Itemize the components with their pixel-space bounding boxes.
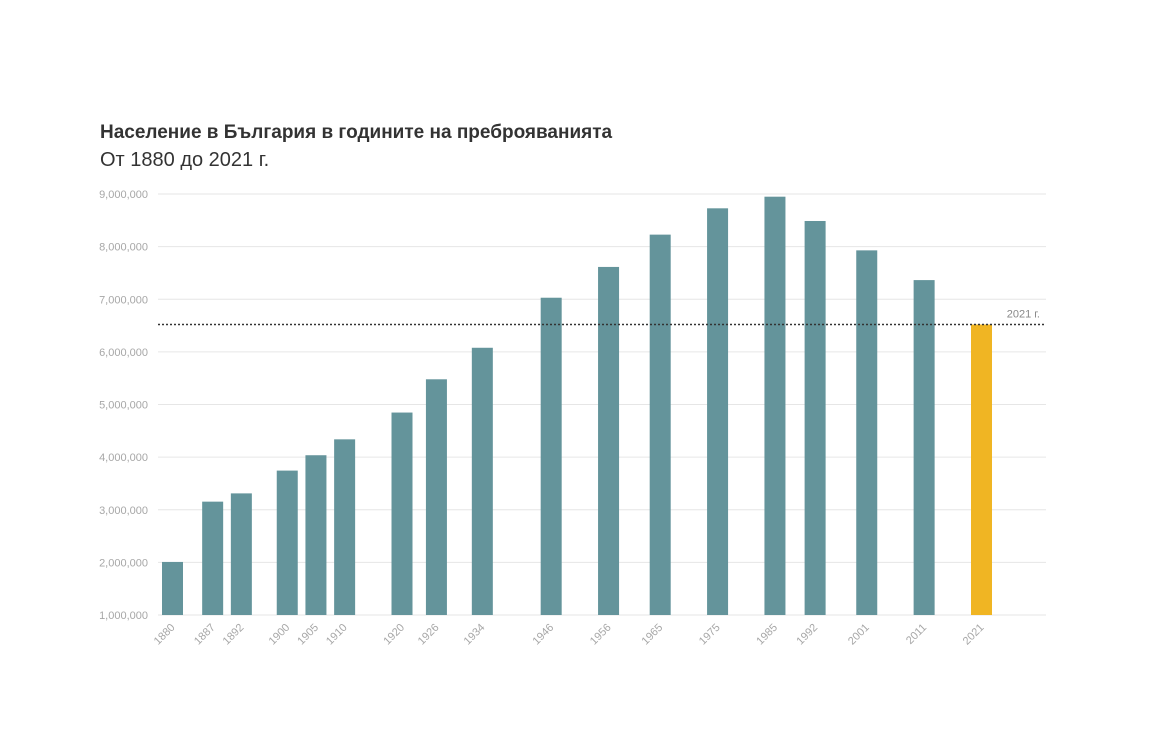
bars [162,196,993,615]
x-tick-label: 2011 [904,622,929,647]
y-tick-label: 5,000,000 [99,400,148,412]
bar-1900 [276,470,298,615]
x-tick-label: 1887 [192,622,218,648]
bar-1956 [598,266,620,615]
chart-title: Население в България в годините на пребр… [100,122,613,143]
y-tick-label: 8,000,000 [99,242,148,254]
x-tick-label: 2021 [961,622,987,648]
bar-1985 [764,196,786,615]
x-tick-label: 1900 [267,622,293,648]
bar-1934 [471,347,493,615]
bar-1880 [162,561,183,615]
x-tick-label: 1956 [588,622,614,648]
x-tick-label: 1992 [794,622,820,648]
x-tick-label: 2001 [846,622,872,648]
bar-2001 [856,250,878,615]
bar-1905 [305,455,327,615]
bar-1910 [334,439,356,615]
y-tick-label: 2,000,000 [99,557,148,569]
bar-1975 [707,208,729,615]
reference-line-label: 2021 г. [1007,309,1040,321]
bar-2011 [913,280,935,615]
bar-1965 [649,234,671,615]
x-tick-label: 1905 [295,622,321,648]
bar-1887 [202,501,224,615]
bar-1926 [425,379,447,615]
bar-1992 [804,220,826,615]
y-tick-label: 3,000,000 [99,505,148,517]
x-tick-label: 1985 [754,622,780,648]
y-tick-label: 1,000,000 [99,610,148,622]
bar-2021 [971,324,993,615]
y-tick-label: 4,000,000 [99,452,148,464]
y-axis-tick-labels: 1,000,000 2,000,000 3,000,000 4,000,000 5,00… [99,189,148,622]
reference-line-group: 2021 г. [158,309,1046,326]
x-axis-tick-labels: 1880 1887 1892 1900 1905 1910 1920 1926 1934 1946… [152,622,987,648]
bar-1920 [391,412,413,615]
x-tick-label: 1965 [640,622,666,648]
x-tick-label: 1934 [462,622,488,648]
x-tick-label: 1892 [221,622,247,648]
x-tick-label: 1946 [531,622,557,648]
y-tick-label: 6,000,000 [99,347,148,359]
y-tick-label: 9,000,000 [99,189,148,201]
bar-1946 [540,297,562,615]
chart-subtitle: От 1880 до 2021 г. [100,149,270,171]
x-tick-label: 1920 [381,622,407,648]
x-tick-label: 1975 [697,622,723,648]
x-tick-label: 1926 [416,622,442,648]
bar-1892 [230,493,252,615]
x-tick-label: 1880 [152,622,178,648]
x-tick-label: 1910 [324,622,350,648]
y-tick-label: 7,000,000 [99,294,148,306]
